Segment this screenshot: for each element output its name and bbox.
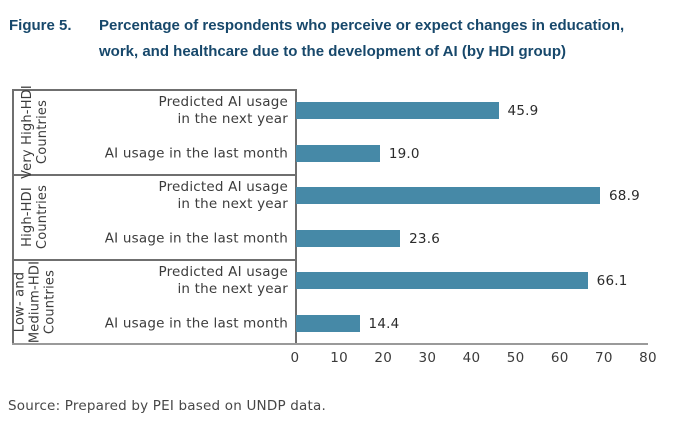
- bar: [296, 145, 380, 162]
- bar: [296, 230, 401, 247]
- value-label: 14.4: [368, 315, 400, 332]
- x-tick-label: 70: [594, 350, 613, 366]
- x-tick-label: 0: [290, 350, 300, 366]
- x-tick-label: 60: [550, 350, 569, 366]
- x-tick-label: 30: [418, 350, 437, 366]
- x-tick-label: 40: [462, 350, 481, 366]
- bar: [296, 102, 499, 119]
- category-label: Predicted AI usage in the next year: [158, 178, 288, 212]
- group-label: High-HDI Countries: [20, 184, 50, 249]
- x-tick-label: 10: [330, 350, 349, 366]
- category-label: AI usage in the last month: [104, 315, 288, 331]
- value-label: 45.9: [507, 102, 539, 119]
- panel-left-border: [12, 89, 14, 344]
- figure-label: Figure 5.: [9, 17, 72, 34]
- group-separator: [12, 259, 295, 261]
- figure-title-line-1: Percentage of respondents who perceive o…: [99, 17, 625, 34]
- category-label: AI usage in the last month: [104, 230, 288, 246]
- x-tick-label: 20: [374, 350, 393, 366]
- group-label: Very High-HDI Countries: [20, 84, 50, 179]
- category-label: AI usage in the last month: [104, 145, 288, 161]
- bar: [296, 187, 601, 204]
- category-label: Predicted AI usage in the next year: [158, 93, 288, 127]
- plot-left-spine: [295, 89, 297, 344]
- group-separator: [12, 89, 295, 91]
- value-label: 66.1: [596, 272, 628, 289]
- bar: [296, 315, 360, 332]
- figure-title-line-2: work, and healthcare due to the developm…: [99, 43, 566, 60]
- category-label: Predicted AI usage in the next year: [158, 263, 288, 297]
- x-axis-line: [12, 343, 648, 345]
- bar: [296, 272, 588, 289]
- group-separator: [12, 174, 295, 176]
- group-label: Low- and Medium-HDI Countries: [12, 260, 58, 343]
- x-tick-label: 50: [506, 350, 525, 366]
- value-label: 23.6: [409, 230, 440, 247]
- x-tick-label: 80: [639, 350, 657, 366]
- value-label: 19.0: [388, 145, 420, 162]
- source-note: Source: Prepared by PEI based on UNDP da…: [8, 398, 326, 414]
- figure-title: Percentage of respondents who perceive o…: [99, 13, 674, 65]
- value-label: 68.9: [609, 187, 640, 204]
